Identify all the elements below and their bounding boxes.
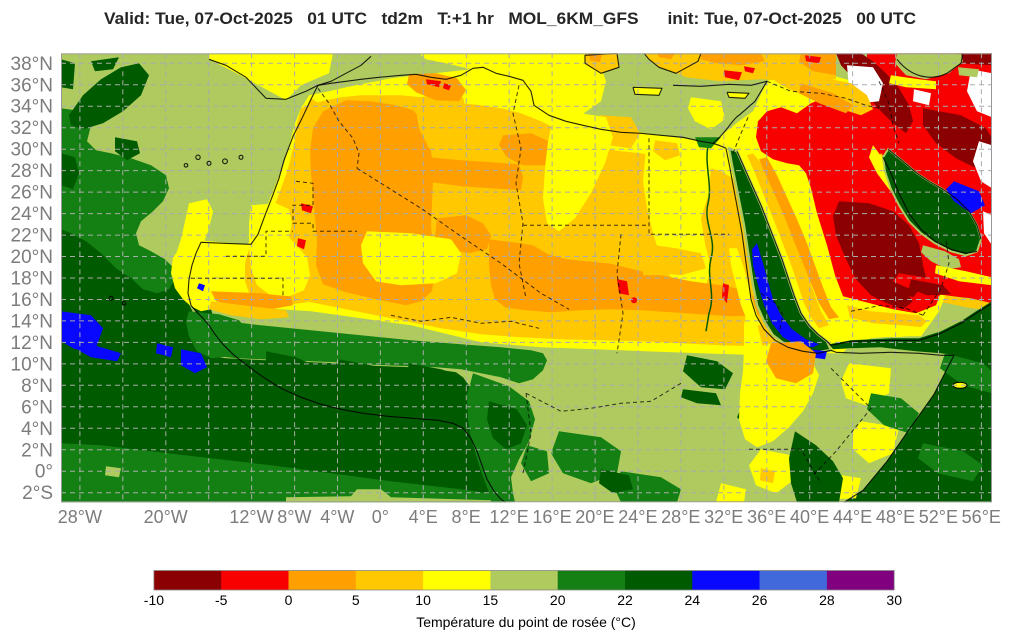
svg-text:20°W: 20°W bbox=[144, 507, 188, 527]
svg-text:20°N: 20°N bbox=[11, 247, 53, 268]
svg-text:32°E: 32°E bbox=[704, 507, 743, 527]
svg-text:12°E: 12°E bbox=[489, 507, 528, 527]
svg-text:18°N: 18°N bbox=[11, 269, 53, 290]
svg-text:6°N: 6°N bbox=[21, 397, 53, 418]
svg-text:8°E: 8°E bbox=[451, 507, 480, 527]
svg-text:34°N: 34°N bbox=[11, 97, 53, 118]
svg-text:20°E: 20°E bbox=[575, 507, 614, 527]
svg-text:24°E: 24°E bbox=[618, 507, 657, 527]
svg-text:20: 20 bbox=[550, 592, 566, 608]
svg-text:8°W: 8°W bbox=[277, 507, 311, 527]
svg-text:8°N: 8°N bbox=[21, 376, 53, 397]
svg-text:Valid: Tue, 07-Oct-2025 01 U: Valid: Tue, 07-Oct-2025 01 UTC td2m T:+1… bbox=[104, 9, 916, 28]
svg-text:4°E: 4°E bbox=[409, 507, 438, 527]
svg-text:28: 28 bbox=[819, 592, 835, 608]
svg-text:4°N: 4°N bbox=[21, 419, 53, 440]
svg-text:10: 10 bbox=[415, 592, 431, 608]
svg-text:0°: 0° bbox=[372, 507, 389, 527]
svg-text:30: 30 bbox=[886, 592, 902, 608]
svg-text:28°W: 28°W bbox=[58, 507, 102, 527]
svg-text:26°N: 26°N bbox=[11, 183, 53, 204]
svg-text:38°N: 38°N bbox=[11, 54, 53, 75]
svg-text:5: 5 bbox=[352, 592, 360, 608]
svg-text:52°E: 52°E bbox=[919, 507, 958, 527]
svg-text:-5: -5 bbox=[215, 592, 228, 608]
svg-text:0°: 0° bbox=[35, 462, 53, 483]
svg-text:-10: -10 bbox=[144, 592, 164, 608]
svg-text:24°N: 24°N bbox=[11, 204, 53, 225]
svg-text:48°E: 48°E bbox=[876, 507, 915, 527]
svg-text:22°N: 22°N bbox=[11, 226, 53, 247]
svg-text:12°W: 12°W bbox=[229, 507, 273, 527]
svg-text:26: 26 bbox=[752, 592, 768, 608]
svg-text:10°N: 10°N bbox=[11, 354, 53, 375]
svg-text:2°N: 2°N bbox=[21, 440, 53, 461]
svg-text:Température du point de rosée: Température du point de rosée (°C) bbox=[416, 614, 636, 630]
svg-text:0: 0 bbox=[285, 592, 293, 608]
svg-text:32°N: 32°N bbox=[11, 118, 53, 139]
svg-text:44°E: 44°E bbox=[833, 507, 872, 527]
svg-text:16°E: 16°E bbox=[532, 507, 571, 527]
svg-text:4°W: 4°W bbox=[320, 507, 354, 527]
svg-text:56°E: 56°E bbox=[962, 507, 1001, 527]
svg-text:24: 24 bbox=[685, 592, 701, 608]
svg-text:28°N: 28°N bbox=[11, 161, 53, 182]
svg-text:28°E: 28°E bbox=[661, 507, 700, 527]
svg-text:12°N: 12°N bbox=[11, 333, 53, 354]
svg-text:22: 22 bbox=[617, 592, 633, 608]
svg-text:2°S: 2°S bbox=[22, 483, 53, 504]
svg-text:36°E: 36°E bbox=[747, 507, 786, 527]
svg-text:15: 15 bbox=[483, 592, 499, 608]
svg-text:16°N: 16°N bbox=[11, 290, 53, 311]
svg-text:36°N: 36°N bbox=[11, 75, 53, 96]
svg-text:14°N: 14°N bbox=[11, 311, 53, 332]
svg-text:30°N: 30°N bbox=[11, 140, 53, 161]
svg-text:40°E: 40°E bbox=[790, 507, 829, 527]
